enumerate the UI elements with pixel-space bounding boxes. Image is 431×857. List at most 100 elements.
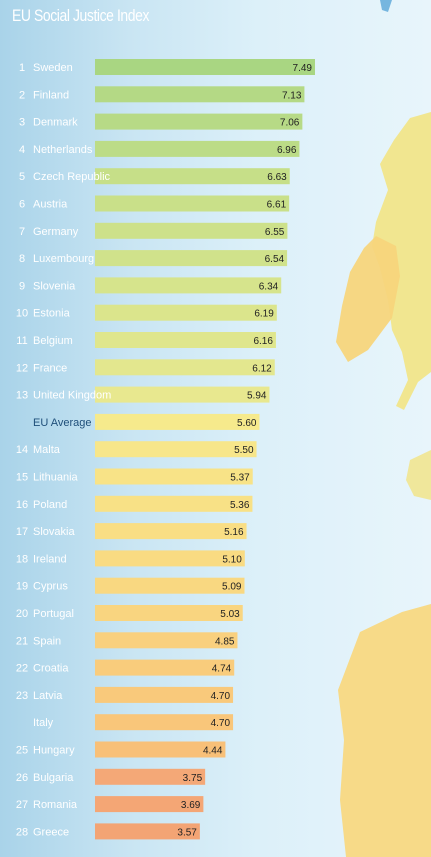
bar-estonia bbox=[95, 304, 277, 321]
rank-label: 16 bbox=[16, 499, 28, 511]
rank-label: 4 bbox=[19, 144, 25, 156]
rank-label: 5 bbox=[19, 171, 25, 183]
country-label: United Kingdom bbox=[33, 390, 111, 402]
rank-label: 6 bbox=[19, 199, 25, 211]
rank-label: 21 bbox=[16, 635, 28, 647]
value-label: 6.55 bbox=[265, 227, 285, 238]
country-label: Croatia bbox=[33, 663, 69, 675]
rank-label: 3 bbox=[19, 117, 25, 129]
map-great-britain bbox=[372, 112, 431, 410]
value-label: 4.85 bbox=[215, 636, 235, 647]
bar-united-kingdom bbox=[95, 386, 270, 403]
bar-malta bbox=[95, 441, 257, 458]
rank-label: 22 bbox=[16, 663, 28, 675]
value-label: 5.60 bbox=[237, 418, 257, 429]
rank-label: 2 bbox=[19, 89, 25, 101]
bar-luxembourg bbox=[95, 250, 288, 267]
bar-cyprus bbox=[95, 577, 245, 594]
country-label: EU Average bbox=[33, 417, 92, 429]
bar-ireland bbox=[95, 550, 245, 567]
value-label: 4.44 bbox=[203, 746, 223, 757]
country-label: Portugal bbox=[33, 608, 74, 620]
value-label: 6.16 bbox=[253, 336, 273, 347]
bar-lithuania bbox=[95, 468, 253, 485]
value-label: 6.19 bbox=[254, 309, 274, 320]
rank-label: 10 bbox=[16, 308, 28, 320]
rank-label: 28 bbox=[16, 826, 28, 838]
country-label: Austria bbox=[33, 199, 68, 211]
value-label: 3.57 bbox=[177, 827, 197, 838]
bar-sweden bbox=[95, 59, 315, 75]
bar-poland bbox=[95, 495, 253, 512]
value-label: 3.75 bbox=[183, 773, 203, 784]
value-label: 5.03 bbox=[220, 609, 240, 620]
country-label: Spain bbox=[33, 635, 61, 647]
rank-label: 15 bbox=[16, 472, 28, 484]
rank-label: 14 bbox=[16, 444, 28, 456]
map-france bbox=[406, 450, 431, 500]
country-label: Greece bbox=[33, 826, 69, 838]
country-label: Italy bbox=[33, 717, 54, 729]
country-label: Bulgaria bbox=[33, 772, 74, 784]
bar-latvia bbox=[95, 686, 234, 703]
value-label: 3.69 bbox=[181, 800, 201, 811]
rank-label: 11 bbox=[16, 335, 27, 347]
value-label: 5.37 bbox=[230, 473, 250, 484]
country-label: Cyprus bbox=[33, 581, 68, 593]
value-label: 5.36 bbox=[230, 500, 250, 511]
bar-germany bbox=[95, 222, 288, 239]
bar-austria bbox=[95, 195, 290, 212]
bar-greece bbox=[95, 823, 200, 840]
country-label: Sweden bbox=[33, 62, 73, 74]
bar-czech-republic bbox=[95, 168, 290, 185]
value-label: 6.96 bbox=[277, 145, 297, 156]
rank-label: 26 bbox=[16, 772, 28, 784]
rank-label: 9 bbox=[19, 280, 25, 292]
rank-label: 18 bbox=[16, 553, 28, 565]
bar-slovenia bbox=[95, 277, 282, 294]
value-label: 6.61 bbox=[267, 200, 287, 211]
map-ireland bbox=[336, 236, 400, 362]
bar-france bbox=[95, 359, 275, 376]
bar-hungary bbox=[95, 741, 226, 758]
value-label: 7.49 bbox=[293, 63, 313, 74]
country-label: Estonia bbox=[33, 308, 71, 320]
value-label: 4.74 bbox=[212, 664, 232, 675]
value-label: 6.63 bbox=[267, 172, 287, 183]
bar-portugal bbox=[95, 605, 243, 621]
value-label: 4.70 bbox=[211, 718, 231, 729]
value-label: 5.10 bbox=[222, 554, 242, 565]
rank-label: 8 bbox=[19, 253, 25, 265]
map-iberia bbox=[338, 604, 431, 857]
country-label: Luxembourg bbox=[33, 253, 94, 265]
rank-label: 13 bbox=[16, 390, 28, 402]
value-label: 7.13 bbox=[282, 90, 302, 101]
value-label: 5.94 bbox=[247, 391, 267, 402]
rank-label: 23 bbox=[16, 690, 28, 702]
country-label: Lithuania bbox=[33, 472, 79, 484]
bar-netherlands bbox=[95, 140, 300, 157]
rank-label: 7 bbox=[19, 226, 25, 238]
bar-finland bbox=[95, 86, 305, 103]
country-label: Slovakia bbox=[33, 526, 75, 538]
rank-label: 20 bbox=[16, 608, 28, 620]
country-label: Czech Republic bbox=[33, 171, 111, 183]
rank-label: 27 bbox=[16, 799, 28, 811]
map-iceland-fragment bbox=[380, 0, 392, 12]
rank-label: 12 bbox=[16, 362, 28, 374]
bar-croatia bbox=[95, 659, 235, 676]
country-label: Hungary bbox=[33, 745, 75, 757]
bar-denmark bbox=[95, 113, 303, 130]
bar-italy bbox=[95, 714, 234, 731]
country-label: Denmark bbox=[33, 117, 78, 129]
country-label: Finland bbox=[33, 89, 69, 101]
value-label: 5.50 bbox=[234, 445, 254, 456]
country-label: Romania bbox=[33, 799, 78, 811]
chart-title: EU Social Justice Index bbox=[12, 6, 150, 25]
country-label: Poland bbox=[33, 499, 67, 511]
country-label: Netherlands bbox=[33, 144, 93, 156]
country-label: Germany bbox=[33, 226, 79, 238]
country-label: Ireland bbox=[33, 553, 67, 565]
country-label: Slovenia bbox=[33, 280, 76, 292]
